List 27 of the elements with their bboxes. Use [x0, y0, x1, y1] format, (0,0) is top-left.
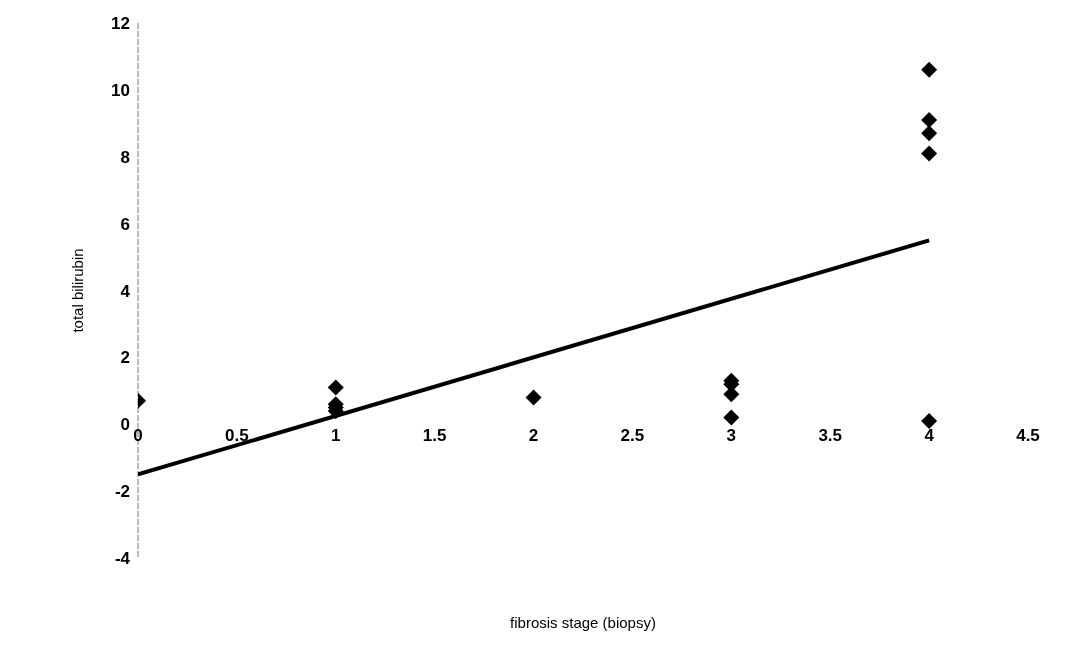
point: [921, 412, 938, 429]
y-tick-label: 10: [111, 80, 130, 100]
point: [921, 111, 938, 128]
point: [921, 125, 938, 142]
x-axis-title: fibrosis stage (biopsy): [510, 614, 656, 631]
x-tick-label: 2.5: [620, 426, 645, 446]
point: [327, 379, 344, 396]
x-tick-label: 0.5: [225, 426, 249, 446]
y-axis-title: total bilirubin: [69, 248, 87, 333]
point: [525, 389, 542, 406]
x-tick-label: 4: [924, 426, 935, 446]
x-tick-label: 1.5: [422, 426, 447, 446]
y-tick-label: -4: [114, 549, 131, 569]
y-tick-label: 2: [120, 348, 130, 368]
y-tick-label: 8: [120, 147, 130, 167]
x-tick-label: 4.5: [1016, 426, 1040, 446]
point: [921, 61, 938, 78]
y-tick-label: 12: [111, 14, 130, 34]
x-tick-label: 3: [726, 426, 737, 446]
x-tick-label: 3.5: [818, 426, 843, 446]
point: [921, 145, 938, 162]
y-tick-label: 4: [120, 281, 131, 301]
y-tick-label: -2: [114, 482, 130, 502]
x-tick-label: 2: [528, 426, 539, 446]
y-tick-label: 6: [120, 214, 130, 234]
x-tick-label: 1: [331, 426, 341, 446]
point: [723, 409, 740, 426]
